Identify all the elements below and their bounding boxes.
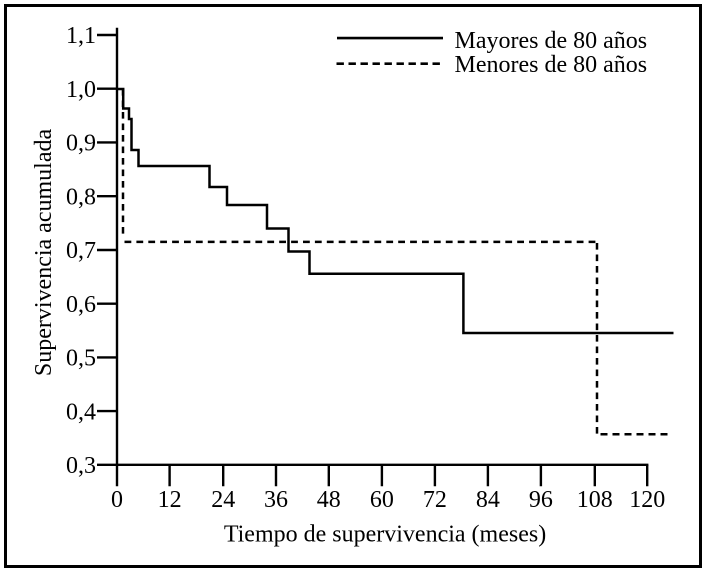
- svg-text:Tiempo de supervivencia (meses: Tiempo de supervivencia (meses): [224, 522, 546, 548]
- svg-text:96: 96: [529, 487, 553, 513]
- svg-text:108: 108: [577, 487, 613, 513]
- svg-text:0,5: 0,5: [66, 346, 96, 372]
- svg-text:0: 0: [111, 487, 123, 513]
- svg-text:0,7: 0,7: [66, 238, 96, 264]
- svg-text:12: 12: [158, 487, 182, 513]
- svg-text:72: 72: [423, 487, 447, 513]
- svg-text:120: 120: [629, 487, 665, 513]
- svg-text:1,0: 1,0: [66, 77, 96, 103]
- svg-text:0,6: 0,6: [66, 292, 96, 318]
- svg-text:60: 60: [370, 487, 394, 513]
- svg-text:24: 24: [211, 487, 235, 513]
- svg-text:48: 48: [317, 487, 341, 513]
- svg-text:84: 84: [476, 487, 500, 513]
- svg-text:1,1: 1,1: [66, 23, 96, 49]
- svg-text:0,8: 0,8: [66, 184, 96, 210]
- svg-text:0,3: 0,3: [66, 453, 96, 479]
- svg-text:Menores de 80 años: Menores de 80 años: [455, 52, 648, 78]
- svg-text:0,9: 0,9: [66, 131, 96, 157]
- svg-text:Supervivencia acumulada: Supervivencia acumulada: [31, 129, 57, 377]
- svg-text:Mayores de 80 años: Mayores de 80 años: [455, 28, 648, 54]
- svg-text:36: 36: [264, 487, 288, 513]
- svg-text:0,4: 0,4: [66, 399, 96, 425]
